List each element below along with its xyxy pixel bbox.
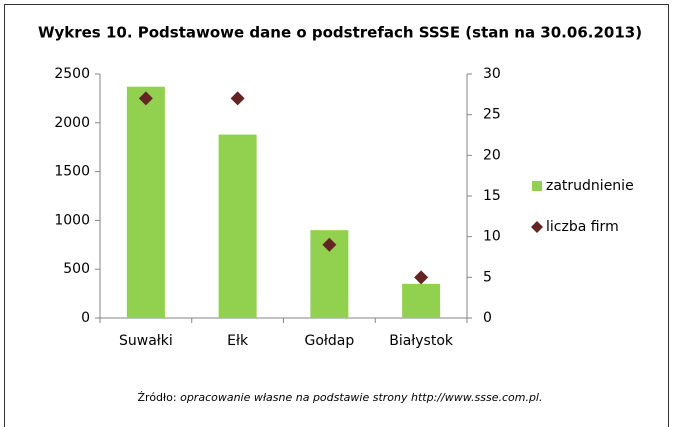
marker (230, 91, 245, 106)
y2-tick-label: 30 (483, 66, 501, 82)
y2-tick-label: 25 (483, 107, 501, 123)
y2-tick-label: 0 (483, 310, 492, 326)
y2-tick-label: 15 (483, 188, 501, 204)
y2-tick-label: 20 (483, 147, 501, 163)
y-tick-label: 500 (63, 261, 90, 277)
y2-tick-label: 5 (483, 269, 492, 285)
source-text: opracowanie własne na podstawie strony h… (180, 391, 542, 404)
y-tick-label: 1500 (54, 164, 90, 180)
marker (138, 91, 153, 106)
legend-swatch (531, 221, 543, 233)
bar (402, 283, 441, 318)
y-tick-label: 2500 (54, 66, 90, 82)
x-tick-label: Suwałki (119, 333, 173, 349)
legend-label: zatrudnienie (546, 178, 634, 194)
x-tick-label: Gołdap (305, 333, 355, 349)
y-tick-label: 1000 (54, 212, 90, 228)
chart-title: Wykres 10. Podstawowe dane o podstrefach… (38, 24, 642, 42)
source-label: Źródło: (138, 391, 177, 404)
y-tick-label: 0 (81, 310, 90, 326)
bar (126, 86, 165, 318)
y2-tick-label: 10 (483, 229, 501, 245)
legend-swatch (532, 181, 542, 191)
marker (414, 270, 429, 285)
marker (322, 237, 337, 252)
source: Źródło: opracowanie własne na podstawie … (138, 391, 543, 404)
x-tick-label: Białystok (389, 333, 454, 349)
bar (218, 134, 257, 318)
y-tick-label: 2000 (54, 115, 90, 131)
legend-label: liczba firm (546, 219, 619, 235)
chart-frame (4, 4, 669, 427)
x-tick-label: Ełk (227, 333, 249, 349)
